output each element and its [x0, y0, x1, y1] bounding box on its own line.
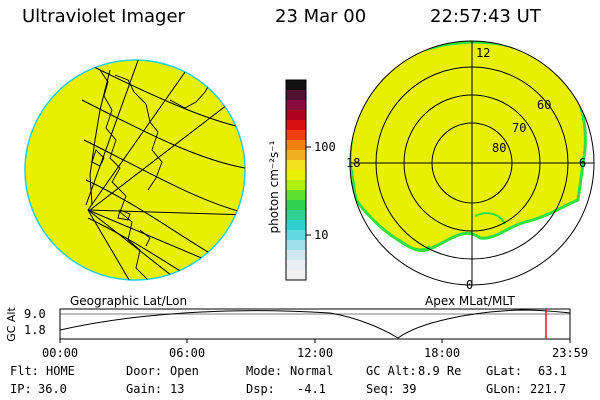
image-time: 22:57:43 UT [430, 6, 541, 27]
status-seq-value: 39 [402, 382, 417, 396]
status-glon-label: GLon: [486, 382, 523, 396]
colorbar-tick-10: 10 [314, 228, 329, 242]
right-panel-caption: Apex MLat/MLT [425, 294, 515, 308]
mlt-label-12: 12 [476, 46, 491, 60]
orbit-ytick-low: 1.8 [24, 323, 46, 337]
geo-disk [24, 59, 246, 281]
status-door-value: Open [170, 364, 199, 378]
orbit-xtick-1800: 18:00 [424, 346, 461, 360]
colorbar-tick-100: 100 [314, 140, 336, 154]
colorbar [285, 79, 311, 281]
status-mode-value: Normal [290, 364, 334, 378]
status-glat-label: GLat: [486, 364, 523, 378]
lat-label-70: 70 [512, 121, 527, 135]
status-gcalt-value: 8.9 Re [418, 364, 462, 378]
status-glon-value: 221.7 [530, 382, 567, 396]
lat-label-80: 80 [492, 141, 507, 155]
status-glat-value: 63.1 [538, 364, 567, 378]
orbit-ytick-high: 9.0 [24, 307, 46, 321]
status-flt-label: Flt: [10, 364, 39, 378]
orbit-xtick-0000: 00:00 [42, 346, 79, 360]
status-ip-label: IP: [10, 382, 32, 396]
status-dsp-label: Dsp: [246, 382, 275, 396]
mlt-label-18: 18 [346, 156, 361, 170]
colorbar-unit: photon cm⁻²s⁻¹ [267, 140, 281, 234]
polar-aurora [350, 41, 587, 253]
orbit-ylabel: GC Alt [4, 307, 18, 342]
polar-grid [349, 40, 595, 286]
lat-label-60: 60 [537, 98, 552, 112]
mlt-label-0: 0 [466, 278, 474, 292]
status-ip-value: 36.0 [38, 382, 67, 396]
mlt-label-6: 6 [579, 156, 587, 170]
left-panel-caption: Geographic Lat/Lon [70, 294, 188, 308]
instrument-title: Ultraviolet Imager [22, 6, 185, 27]
status-seq-label: Seq: [366, 382, 395, 396]
orbit-xtick-1200: 12:00 [297, 346, 334, 360]
orbit-xtick-2359: 23:59 [552, 346, 589, 360]
status-gain-value: 13 [170, 382, 185, 396]
orbit-plot [59, 308, 571, 343]
orbit-xtick-0600: 06:00 [169, 346, 206, 360]
status-gcalt-label: GC Alt: [366, 364, 417, 378]
status-mode-label: Mode: [246, 364, 283, 378]
image-date: 23 Mar 00 [275, 6, 367, 27]
status-gain-label: Gain: [126, 382, 163, 396]
status-dsp-value: -4.1 [297, 382, 326, 396]
status-door-label: Door: [126, 364, 163, 378]
status-flt-value: HOME [46, 364, 75, 378]
